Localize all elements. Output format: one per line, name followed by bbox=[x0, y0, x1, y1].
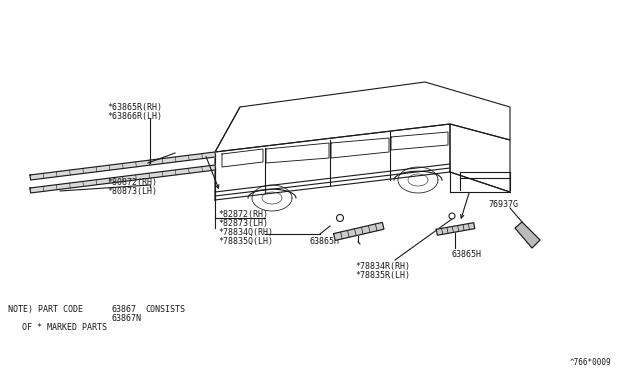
Text: 63867: 63867 bbox=[112, 305, 137, 314]
Text: CONSISTS: CONSISTS bbox=[145, 305, 185, 314]
Text: *78835R(LH): *78835R(LH) bbox=[355, 271, 410, 280]
Polygon shape bbox=[436, 223, 475, 235]
Polygon shape bbox=[515, 222, 540, 248]
Text: *63866R(LH): *63866R(LH) bbox=[107, 112, 162, 121]
Polygon shape bbox=[30, 165, 216, 193]
Text: *82872(RH): *82872(RH) bbox=[218, 210, 268, 219]
Circle shape bbox=[337, 215, 344, 221]
Text: *78835Q(LH): *78835Q(LH) bbox=[218, 237, 273, 246]
Polygon shape bbox=[333, 222, 384, 240]
Text: *82873(LH): *82873(LH) bbox=[218, 219, 268, 228]
Text: 63865H: 63865H bbox=[310, 237, 340, 246]
Text: *80873(LH): *80873(LH) bbox=[107, 187, 157, 196]
Text: *78834Q(RH): *78834Q(RH) bbox=[218, 228, 273, 237]
Text: *63865R(RH): *63865R(RH) bbox=[107, 103, 162, 112]
Text: *78834R(RH): *78834R(RH) bbox=[355, 262, 410, 271]
Text: ^766*0009: ^766*0009 bbox=[570, 358, 612, 367]
Circle shape bbox=[449, 213, 455, 219]
Text: 63867N: 63867N bbox=[112, 314, 142, 323]
Text: 76937G: 76937G bbox=[488, 200, 518, 209]
Text: 63865H: 63865H bbox=[452, 250, 482, 259]
Text: *80872(RH): *80872(RH) bbox=[107, 178, 157, 187]
Text: NOTE) PART CODE: NOTE) PART CODE bbox=[8, 305, 83, 314]
Text: OF * MARKED PARTS: OF * MARKED PARTS bbox=[22, 323, 107, 332]
Polygon shape bbox=[30, 152, 216, 180]
